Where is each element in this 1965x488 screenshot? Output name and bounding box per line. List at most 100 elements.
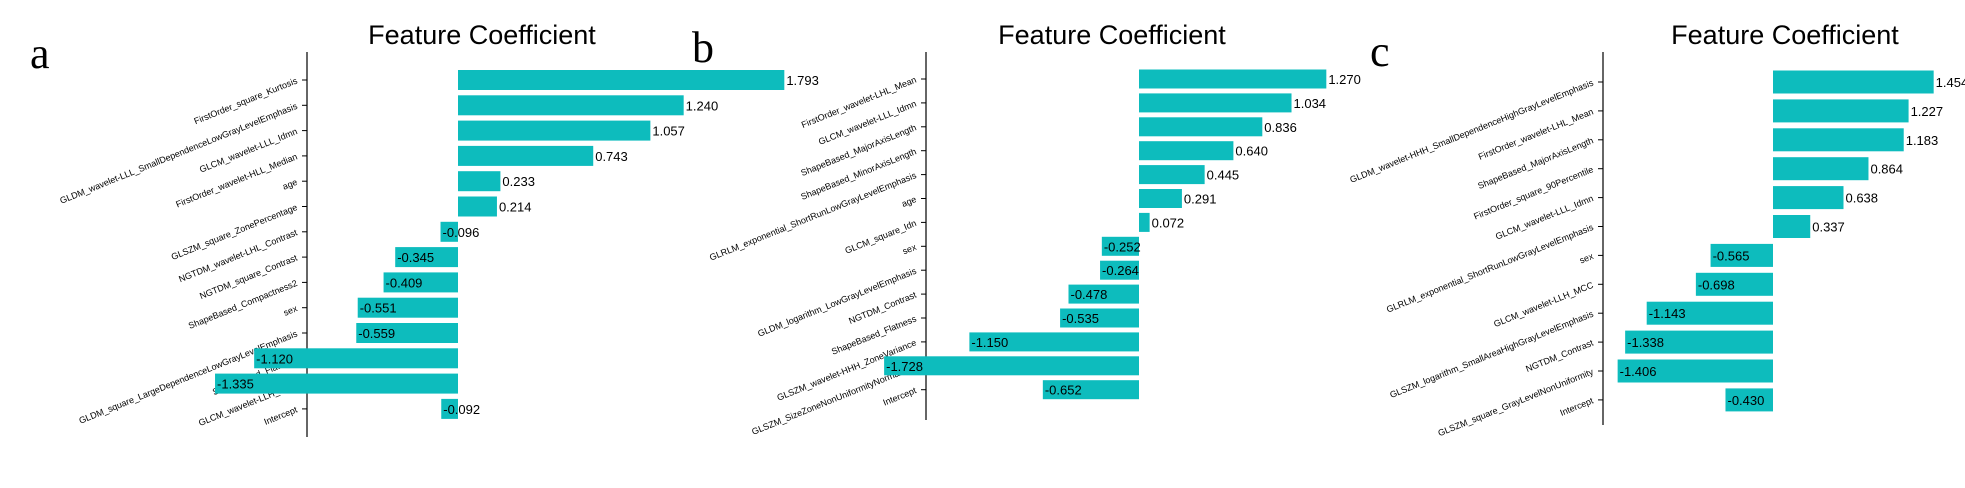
y-tick-label: Intercept <box>1559 395 1596 418</box>
chart-panel-a: a Feature Coefficient FirstOrder_square_Ku… <box>30 20 819 437</box>
data-label: -0.096 <box>443 225 480 240</box>
bar <box>1773 215 1811 238</box>
data-label: 0.337 <box>1812 220 1845 235</box>
bar <box>1139 69 1327 89</box>
data-label: -1.120 <box>256 351 293 366</box>
data-label: -0.409 <box>386 275 423 290</box>
data-label: 1.183 <box>1906 133 1939 148</box>
data-label: -1.335 <box>217 377 254 392</box>
data-label: -1.338 <box>1627 335 1664 350</box>
bar <box>1725 388 1773 412</box>
data-label: -0.698 <box>1698 277 1735 292</box>
bar <box>969 332 1139 352</box>
bar <box>1139 165 1205 185</box>
data-label: 0.638 <box>1845 191 1878 206</box>
data-label: 1.270 <box>1328 72 1361 87</box>
bar <box>1773 70 1934 94</box>
y-tick-label: GLDM_wavelet-LLL_SmallDependenceLowGrayL… <box>58 101 299 206</box>
chart-title: Feature Coefficient <box>998 20 1226 50</box>
bar <box>1060 308 1139 328</box>
y-tick-label: age <box>900 194 918 209</box>
data-label: -1.143 <box>1649 306 1686 321</box>
bar <box>1139 189 1182 208</box>
data-label: -0.430 <box>1727 393 1764 408</box>
bar <box>254 348 458 369</box>
bar <box>458 145 594 166</box>
data-label: -1.406 <box>1620 364 1657 379</box>
bar <box>1773 157 1869 181</box>
bar <box>458 70 785 90</box>
bar <box>440 221 458 242</box>
bar <box>1139 93 1292 113</box>
bar <box>357 297 458 318</box>
data-label: -1.728 <box>886 359 923 374</box>
panel-label: a <box>30 29 50 78</box>
data-label: 0.445 <box>1207 168 1240 183</box>
data-label: -0.535 <box>1062 311 1099 326</box>
bar <box>1773 99 1909 123</box>
data-label: -0.092 <box>443 402 480 417</box>
data-label: 0.836 <box>1264 120 1297 135</box>
data-label: 1.454 <box>1936 75 1965 90</box>
data-label: -0.652 <box>1045 383 1082 398</box>
data-label: -0.252 <box>1104 239 1141 254</box>
chart-title: Feature Coefficient <box>1671 20 1899 50</box>
bar <box>458 120 651 141</box>
bar <box>1139 141 1234 161</box>
bar <box>1695 272 1773 296</box>
bar <box>458 196 497 217</box>
data-label: 0.291 <box>1184 192 1217 207</box>
bar <box>1646 301 1773 325</box>
y-tick-label: FirstOrder_square_Kurtosis <box>193 75 300 126</box>
data-label: 1.057 <box>652 124 685 139</box>
bar <box>1042 380 1139 400</box>
data-label: -0.345 <box>397 250 434 265</box>
bar <box>458 95 684 116</box>
data-label: 1.227 <box>1911 104 1944 119</box>
data-label: -0.559 <box>358 326 395 341</box>
bar <box>1139 212 1150 232</box>
data-label: 1.240 <box>686 98 719 113</box>
y-tick-label: GLRLM_exponential_ShortRunLowGrayLevelEm… <box>708 170 918 263</box>
bar <box>395 247 458 268</box>
bar <box>1710 243 1773 267</box>
bar <box>1773 128 1904 152</box>
panel-label: c <box>1370 27 1390 76</box>
y-tick-label: age <box>281 177 299 192</box>
data-label: 0.233 <box>502 174 535 189</box>
y-tick-label: sex <box>282 303 299 318</box>
bar <box>441 398 458 419</box>
bar <box>215 373 458 394</box>
y-tick-label: FirstOrder_square_90Percentile <box>1472 164 1594 221</box>
bar <box>458 171 501 192</box>
chart-panel-c: c Feature Coefficient GLDM_wavelet-HHH_Sma… <box>1348 20 1965 438</box>
bar <box>1100 260 1139 280</box>
y-tick-label: ShapeBased_Compactness2 <box>187 278 299 331</box>
y-tick-label: Intercept <box>882 385 919 408</box>
bar <box>884 356 1139 376</box>
data-label: 1.034 <box>1294 96 1327 111</box>
y-tick-label: Intercept <box>263 404 300 427</box>
bar <box>1139 117 1263 137</box>
data-label: -0.264 <box>1102 263 1139 278</box>
bar <box>356 323 458 343</box>
data-label: 0.072 <box>1152 215 1185 230</box>
bar <box>1068 284 1139 304</box>
bar <box>1625 330 1773 354</box>
data-label: 0.640 <box>1235 144 1268 159</box>
y-tick-label: GLCM_wavelet-LLL_Idmn <box>817 98 918 146</box>
data-label: -1.150 <box>971 335 1008 350</box>
data-label: 0.864 <box>1870 162 1903 177</box>
bar <box>1101 236 1139 256</box>
bar <box>1617 359 1773 383</box>
y-tick-label: GLDM_wavelet-HHH_SmallDependenceHighGray… <box>1348 77 1595 184</box>
chart-title: Feature Coefficient <box>368 20 596 50</box>
bar <box>1773 186 1844 210</box>
data-label: -0.478 <box>1070 287 1107 302</box>
bar <box>383 272 458 293</box>
data-label: 0.743 <box>595 149 628 164</box>
panel-label: b <box>692 23 714 72</box>
y-tick-label: sex <box>1578 251 1595 266</box>
